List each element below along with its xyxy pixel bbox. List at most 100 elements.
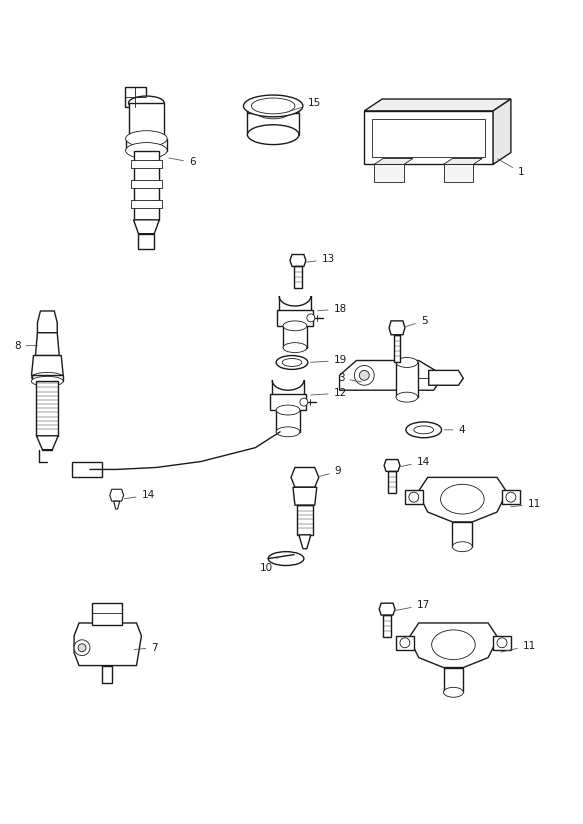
Polygon shape <box>429 371 463 386</box>
Text: 5: 5 <box>405 316 427 327</box>
Circle shape <box>506 492 516 502</box>
Ellipse shape <box>125 143 167 158</box>
Circle shape <box>78 644 86 652</box>
Bar <box>139 234 154 249</box>
Bar <box>396 363 418 397</box>
Bar <box>102 666 112 683</box>
Polygon shape <box>291 467 319 487</box>
Ellipse shape <box>125 131 167 147</box>
Polygon shape <box>134 220 159 234</box>
Polygon shape <box>37 311 57 333</box>
Polygon shape <box>364 99 511 111</box>
Circle shape <box>307 314 315 322</box>
Polygon shape <box>374 158 413 164</box>
Bar <box>396 636 414 649</box>
Circle shape <box>400 638 410 648</box>
Ellipse shape <box>247 124 299 144</box>
Ellipse shape <box>396 392 418 402</box>
Ellipse shape <box>452 541 472 551</box>
Ellipse shape <box>396 358 418 368</box>
Bar <box>131 161 162 168</box>
Ellipse shape <box>129 132 164 146</box>
Circle shape <box>497 638 507 648</box>
Bar <box>125 138 167 151</box>
Ellipse shape <box>244 95 303 117</box>
Text: 7: 7 <box>134 643 158 653</box>
Ellipse shape <box>276 427 300 437</box>
Bar <box>37 382 58 436</box>
Circle shape <box>354 366 374 386</box>
Polygon shape <box>389 321 405 335</box>
Bar <box>452 522 472 546</box>
Ellipse shape <box>276 405 300 415</box>
Bar <box>125 87 146 107</box>
Text: 11: 11 <box>501 641 536 652</box>
Circle shape <box>300 398 308 406</box>
Bar <box>502 490 520 504</box>
Polygon shape <box>339 360 444 391</box>
Polygon shape <box>444 158 482 164</box>
Ellipse shape <box>441 485 484 514</box>
Polygon shape <box>384 460 400 471</box>
Bar <box>276 410 300 432</box>
Bar <box>294 266 302 288</box>
Text: 15: 15 <box>287 98 321 112</box>
Ellipse shape <box>444 687 463 697</box>
Text: 1: 1 <box>497 159 525 177</box>
Polygon shape <box>36 333 59 355</box>
Ellipse shape <box>431 630 475 660</box>
Text: 14: 14 <box>124 490 154 500</box>
Bar <box>297 505 313 535</box>
Ellipse shape <box>414 426 434 433</box>
Polygon shape <box>74 623 142 666</box>
Ellipse shape <box>251 98 295 114</box>
Polygon shape <box>31 355 63 376</box>
Polygon shape <box>493 99 511 164</box>
Ellipse shape <box>268 551 304 565</box>
Ellipse shape <box>283 321 307 330</box>
Bar <box>405 490 423 504</box>
Bar <box>247 113 299 134</box>
Bar <box>444 164 473 182</box>
Text: 14: 14 <box>400 456 430 467</box>
Ellipse shape <box>31 377 63 386</box>
Bar <box>129 103 164 138</box>
Text: 4: 4 <box>444 425 465 435</box>
Polygon shape <box>364 111 493 164</box>
Polygon shape <box>418 477 507 522</box>
Ellipse shape <box>257 107 289 119</box>
Ellipse shape <box>406 422 441 438</box>
Text: 19: 19 <box>311 355 347 366</box>
Bar <box>277 310 313 325</box>
Text: 13: 13 <box>307 255 335 265</box>
Bar <box>72 461 102 477</box>
Bar <box>493 636 511 649</box>
Text: 17: 17 <box>395 600 430 611</box>
Ellipse shape <box>129 96 164 110</box>
Bar <box>270 394 306 410</box>
Polygon shape <box>409 623 498 667</box>
Ellipse shape <box>276 355 308 369</box>
Ellipse shape <box>282 358 302 367</box>
Circle shape <box>359 371 369 381</box>
Bar <box>131 200 162 208</box>
Polygon shape <box>379 603 395 615</box>
Circle shape <box>409 492 419 502</box>
Bar <box>31 376 63 382</box>
Text: 18: 18 <box>318 304 347 314</box>
Bar <box>444 667 463 692</box>
Bar <box>283 325 307 348</box>
Circle shape <box>74 639 90 656</box>
Bar <box>394 335 400 363</box>
Text: 9: 9 <box>318 466 341 476</box>
Bar <box>372 119 485 157</box>
Text: 6: 6 <box>169 157 196 167</box>
Bar <box>383 615 391 637</box>
Polygon shape <box>290 255 306 266</box>
Bar <box>134 151 159 220</box>
Ellipse shape <box>247 103 299 123</box>
Bar <box>388 471 396 494</box>
Text: 8: 8 <box>14 340 38 351</box>
Text: 11: 11 <box>511 499 541 509</box>
Ellipse shape <box>283 343 307 353</box>
